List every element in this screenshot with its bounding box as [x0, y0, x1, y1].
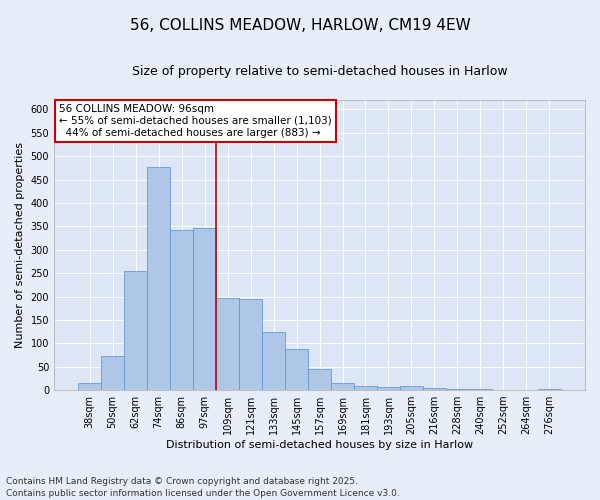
Bar	[239, 299, 262, 390]
Bar	[124, 271, 147, 390]
Bar	[193, 228, 216, 390]
Y-axis label: Number of semi-detached properties: Number of semi-detached properties	[15, 142, 25, 348]
Bar	[308, 368, 331, 390]
Bar	[423, 388, 446, 390]
Bar	[170, 230, 193, 390]
Bar	[78, 383, 101, 390]
Bar	[354, 386, 377, 390]
Title: Size of property relative to semi-detached houses in Harlow: Size of property relative to semi-detach…	[132, 65, 508, 78]
Bar	[469, 389, 492, 390]
Bar	[101, 356, 124, 390]
Text: Contains HM Land Registry data © Crown copyright and database right 2025.
Contai: Contains HM Land Registry data © Crown c…	[6, 476, 400, 498]
Bar	[285, 350, 308, 390]
X-axis label: Distribution of semi-detached houses by size in Harlow: Distribution of semi-detached houses by …	[166, 440, 473, 450]
Text: 56, COLLINS MEADOW, HARLOW, CM19 4EW: 56, COLLINS MEADOW, HARLOW, CM19 4EW	[130, 18, 470, 32]
Bar	[262, 332, 285, 390]
Bar	[377, 388, 400, 390]
Text: 56 COLLINS MEADOW: 96sqm
← 55% of semi-detached houses are smaller (1,103)
  44%: 56 COLLINS MEADOW: 96sqm ← 55% of semi-d…	[59, 104, 332, 138]
Bar	[147, 167, 170, 390]
Bar	[331, 383, 354, 390]
Bar	[538, 389, 561, 390]
Bar	[446, 388, 469, 390]
Bar	[400, 386, 423, 390]
Bar	[216, 298, 239, 390]
